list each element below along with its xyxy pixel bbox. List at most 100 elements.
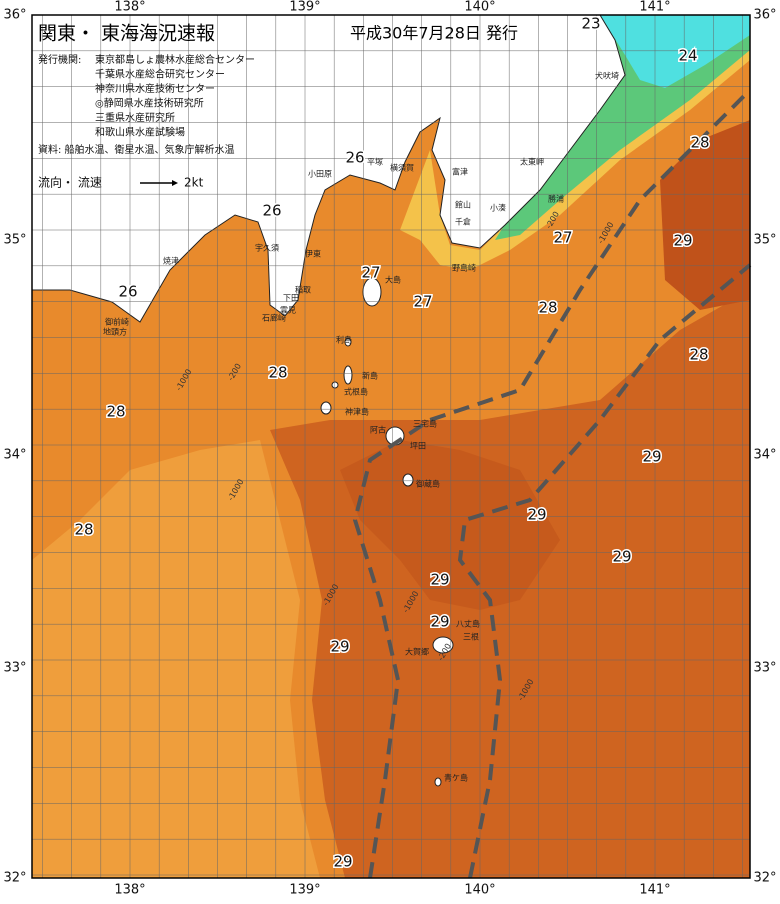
temperature-label: 27	[413, 293, 432, 311]
place-name: 大賀郷	[405, 647, 429, 657]
kuroshio-edge	[352, 88, 752, 879]
temperature-label: 29	[430, 571, 449, 589]
place-name: 式根島	[344, 387, 368, 397]
temperature-label: 26	[262, 202, 281, 220]
temperature-label: 28	[74, 521, 93, 539]
graticule	[32, 15, 750, 878]
lon-label: 138°	[114, 883, 145, 898]
temperature-label: 29	[527, 506, 546, 524]
place-name: 地頭方	[103, 327, 127, 337]
temperature-label: 26	[345, 149, 364, 167]
place-name: 小湊	[490, 203, 506, 213]
temperature-label: 28	[106, 403, 125, 421]
temperature-label: 29	[333, 853, 352, 871]
lon-label: 141°	[639, 883, 670, 898]
lat-label: 35°	[753, 233, 776, 248]
lat-label: 32°	[753, 871, 776, 886]
sources: 資料: 船舶水温、衛星水温、気象庁解析水温	[38, 143, 235, 156]
place-name: 青ケ島	[444, 773, 468, 783]
place-name: 御蔵島	[416, 479, 440, 489]
issuer-name: 千葉県水産総合研究センター	[95, 68, 225, 81]
land	[31, 14, 626, 323]
lat-label: 34°	[753, 448, 776, 463]
place-name: 八丈島	[456, 619, 480, 629]
place-name: 阿古	[370, 425, 386, 435]
issuer-name: 神奈川県水産技術センター	[95, 82, 215, 95]
island	[343, 365, 353, 385]
issuer-name: 和歌山県水産試験場	[95, 126, 185, 139]
island	[402, 473, 414, 487]
place-name: 勝浦	[548, 194, 564, 204]
place-name: 富津	[452, 167, 468, 177]
lon-label: 139°	[289, 0, 320, 15]
lat-label: 34°	[3, 448, 26, 463]
temperature-label: 28	[538, 299, 557, 317]
temperature-label: 27	[361, 264, 380, 282]
island	[320, 401, 332, 415]
islands	[320, 277, 454, 787]
temperature-label: 27	[553, 229, 572, 247]
place-name: 坪田	[410, 442, 426, 451]
temperature-label: 26	[118, 283, 137, 301]
place-name: 稲取	[295, 285, 311, 295]
place-name: 大島	[385, 275, 401, 285]
issuer-name: 三重県水産研究所	[95, 111, 175, 124]
temperature-label: 29	[642, 448, 661, 466]
lat-label: 36°	[3, 8, 26, 23]
place-name: 犬吠埼	[595, 71, 619, 81]
legend-arrowhead	[172, 180, 178, 186]
place-name: 焼津	[163, 256, 179, 266]
temperature-label: 29	[330, 638, 349, 656]
island	[432, 636, 454, 654]
temperature-label: 28	[268, 364, 287, 382]
place-name: 伊東	[305, 249, 321, 259]
legend-speed: 2kt	[184, 176, 204, 190]
temperature-label: 28	[689, 346, 708, 364]
temperature-label: 23	[581, 15, 600, 33]
temperature-label: 24	[678, 47, 697, 65]
island	[434, 777, 442, 787]
place-name: 三宅島	[413, 419, 437, 429]
lon-label: 141°	[639, 0, 670, 15]
place-name: 平塚	[367, 158, 383, 167]
island	[362, 277, 382, 307]
cold-water	[600, 15, 750, 88]
lat-label: 35°	[3, 233, 26, 248]
place-name: 宇久須	[255, 243, 279, 253]
legend-label: 流向・ 流速	[38, 175, 102, 190]
kuroshio-axis	[352, 88, 752, 879]
title: 関東・ 東海海況速報	[38, 23, 215, 45]
place-name: 神津島	[345, 407, 369, 417]
place-name: 御前崎	[105, 317, 129, 327]
lat-label: 33°	[3, 661, 26, 676]
temperature-label: 29	[430, 613, 449, 631]
place-name: 千倉	[455, 217, 471, 227]
place-name: 下田	[283, 294, 299, 303]
place-name: 横須賀	[390, 163, 414, 173]
issue-date: 平成30年7月28日 発行	[350, 24, 518, 43]
place-name: 雲見	[280, 306, 296, 315]
lon-label: 139°	[289, 883, 320, 898]
place-name: 石廊崎	[262, 313, 286, 323]
lon-label: 140°	[464, 883, 495, 898]
place-name: 新島	[362, 371, 378, 381]
place-name: 三根	[463, 632, 479, 642]
issuer-name: 東京都島しょ農林水産総合センター	[95, 53, 255, 66]
kuroshio-edge	[457, 263, 752, 879]
temperature-label: 29	[612, 548, 631, 566]
island	[331, 381, 339, 389]
issuer-label: 発行機関:	[38, 53, 81, 66]
lat-label: 36°	[753, 8, 776, 23]
lon-label: 138°	[114, 0, 145, 15]
warm-light-area	[32, 440, 320, 878]
warm-eddy	[660, 120, 750, 310]
lat-label: 33°	[753, 661, 776, 676]
place-name: 小田原	[308, 170, 332, 179]
lat-label: 32°	[3, 871, 26, 886]
place-name: 太東岬	[520, 157, 544, 167]
place-name: 館山	[455, 200, 471, 210]
island	[344, 337, 352, 347]
place-name: 利島	[336, 335, 352, 345]
issuer-name: ◎静岡県水産技術研究所	[95, 97, 204, 110]
